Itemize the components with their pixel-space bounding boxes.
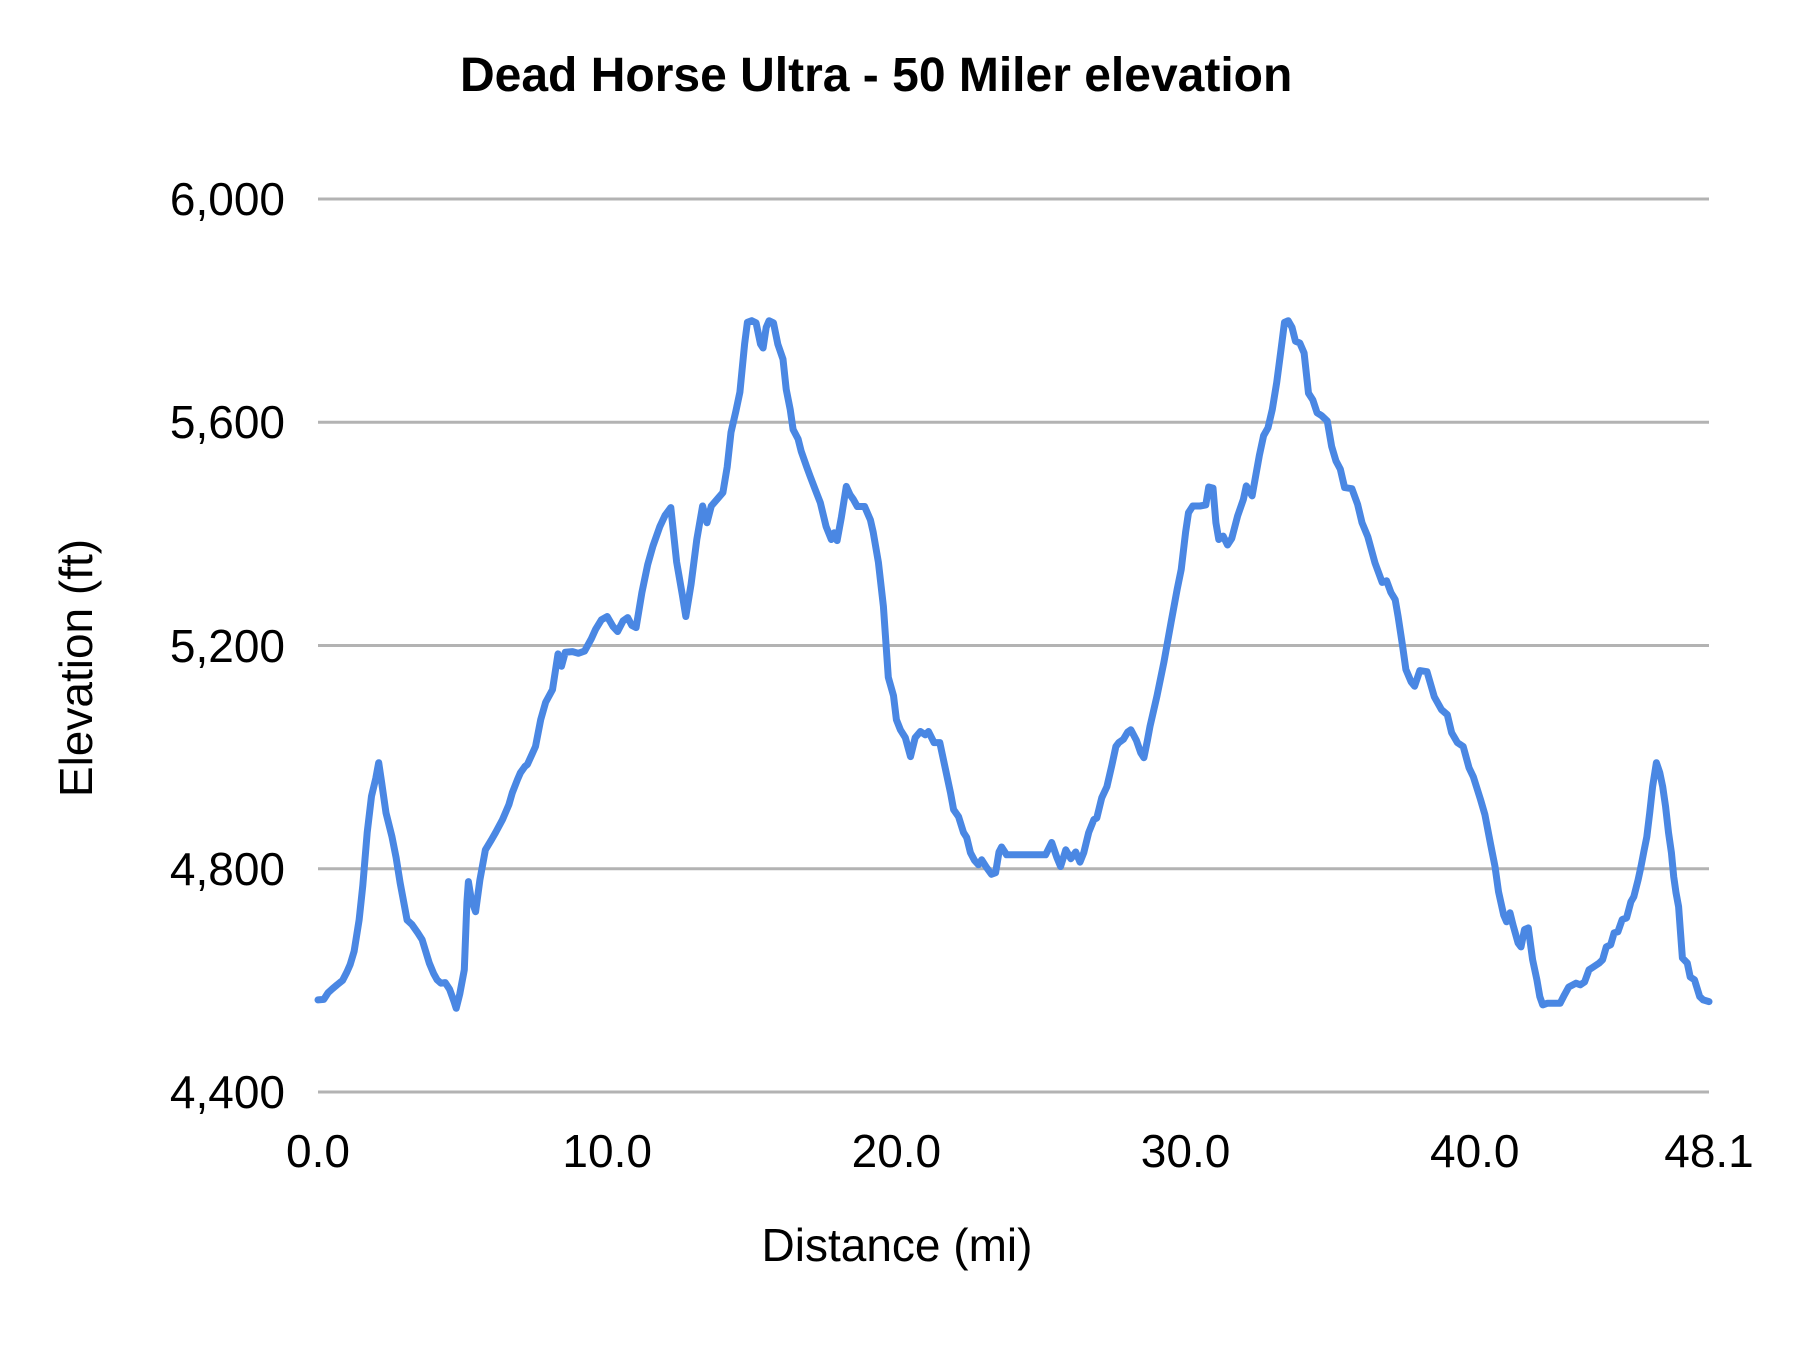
y-axis-title: Elevation (ft) <box>50 538 102 798</box>
y-tick-label: 4,400 <box>169 1066 285 1118</box>
gridlines <box>318 197 1709 1094</box>
y-tick-label: 6,000 <box>169 173 285 225</box>
series-layer <box>314 317 1713 1012</box>
y-tick-label: 4,800 <box>169 842 285 895</box>
y-tick-label: 5,600 <box>169 396 285 449</box>
x-tick-label: 40.0 <box>1429 1125 1520 1177</box>
y-tick-label: 5,200 <box>169 619 285 672</box>
x-tick-label: 30.0 <box>1140 1125 1231 1177</box>
x-tick-label: 0.0 <box>286 1125 350 1177</box>
x-tick-label: 48.1 <box>1664 1125 1754 1177</box>
x-tick-label: 20.0 <box>851 1125 942 1177</box>
x-tick-label: 10.0 <box>562 1125 652 1177</box>
chart-title: Dead Horse Ultra - 50 Miler elevation <box>460 49 1293 102</box>
elevation-line <box>314 317 1713 1012</box>
x-axis-title: Distance (mi) <box>761 1219 1033 1271</box>
